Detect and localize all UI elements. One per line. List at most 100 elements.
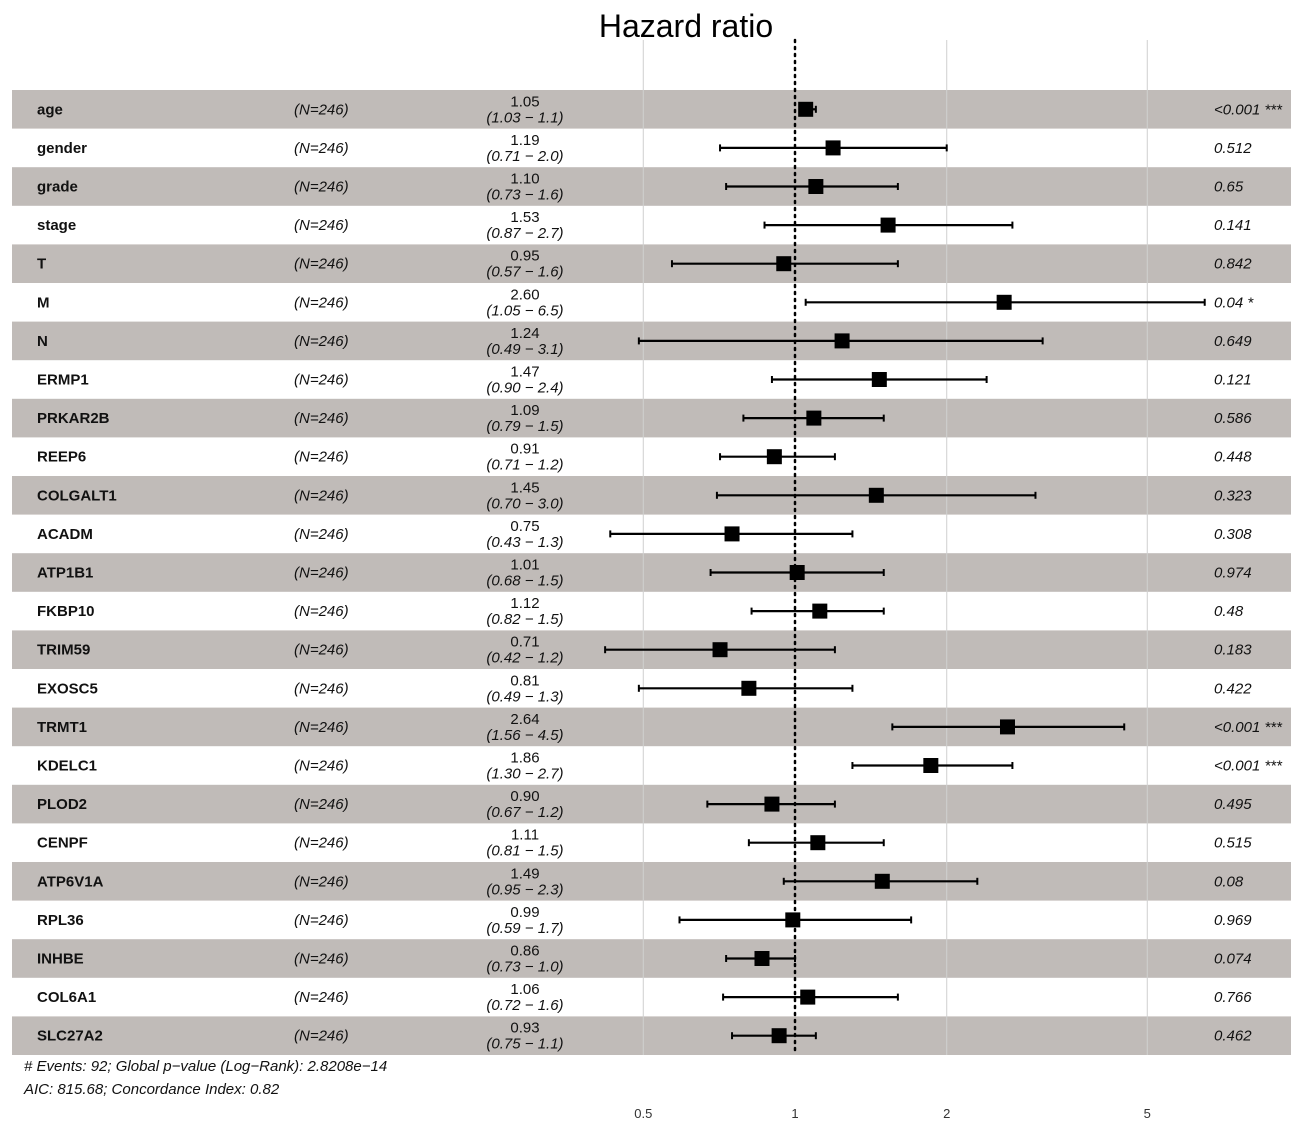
- row-stripe: [12, 939, 1291, 978]
- variable-label: CENPF: [37, 835, 88, 852]
- forest-row: PLOD2 (N=246) 0.90(0.67 − 1.2) 0.495: [37, 788, 1252, 821]
- p-value-label: 0.766: [1214, 989, 1252, 1006]
- p-value-label: 0.183: [1214, 642, 1252, 659]
- variable-label: INHBE: [37, 951, 84, 968]
- hr-marker: [923, 758, 939, 773]
- hr-value-label: 1.47: [510, 364, 539, 381]
- hr-marker: [766, 449, 782, 465]
- p-value-label: 0.65: [1214, 179, 1244, 196]
- p-value-label: 0.04 *: [1214, 294, 1254, 311]
- variable-label: TRIM59: [37, 642, 90, 659]
- forest-row: COLGALT1 (N=246) 1.45(0.70 − 3.0) 0.323: [37, 479, 1252, 512]
- n-label: (N=246): [294, 179, 349, 196]
- hr-value-label: 0.75: [510, 518, 539, 535]
- hr-value-label: 1.24: [510, 325, 539, 342]
- hr-marker: [871, 372, 887, 387]
- variable-label: RPL36: [37, 912, 84, 929]
- hr-marker: [764, 796, 780, 812]
- hr-value-label: 1.19: [510, 132, 539, 149]
- n-label: (N=246): [294, 603, 349, 620]
- ci-label: (0.71 − 1.2): [486, 457, 563, 474]
- forest-row: ATP6V1A (N=246) 1.49(0.95 − 2.3) 0.08: [37, 865, 1244, 898]
- hr-marker: [798, 101, 814, 117]
- hr-value-label: 1.10: [510, 171, 539, 188]
- ci-label: (1.56 − 4.5): [486, 727, 563, 744]
- hr-value-label: 1.53: [510, 209, 539, 226]
- forest-row: FKBP10 (N=246) 1.12(0.82 − 1.5) 0.48: [37, 595, 1244, 628]
- hr-value-label: 1.45: [510, 479, 539, 496]
- hr-value-label: 0.81: [510, 672, 539, 689]
- chart-title: Hazard ratio: [599, 8, 773, 44]
- ci-label: (0.71 − 2.0): [486, 148, 563, 165]
- p-value-label: 0.141: [1214, 217, 1252, 234]
- row-stripe: [12, 398, 1291, 438]
- variable-label: EXOSC5: [37, 680, 98, 697]
- variable-label: N: [37, 333, 48, 350]
- hr-value-label: 0.71: [510, 634, 539, 651]
- forest-row: ATP1B1 (N=246) 1.01(0.68 − 1.5) 0.974: [37, 557, 1252, 590]
- n-label: (N=246): [294, 101, 349, 118]
- hr-marker: [741, 680, 757, 696]
- n-label: (N=246): [294, 333, 349, 350]
- n-label: (N=246): [294, 487, 349, 504]
- ci-label: (0.70 − 3.0): [486, 495, 563, 512]
- p-value-label: 0.121: [1214, 372, 1252, 389]
- row-stripe: [12, 553, 1291, 592]
- hr-value-label: 2.64: [510, 711, 539, 728]
- hr-value-label: 0.93: [510, 1020, 539, 1037]
- hr-marker: [771, 1028, 787, 1044]
- p-value-label: 0.974: [1214, 565, 1252, 582]
- n-label: (N=246): [294, 680, 349, 697]
- ci-label: (0.57 − 1.6): [486, 264, 563, 281]
- variable-label: M: [37, 294, 50, 311]
- hr-marker: [834, 333, 850, 349]
- p-value-label: 0.448: [1214, 449, 1252, 466]
- ci-label: (0.67 − 1.2): [486, 804, 563, 821]
- hr-marker: [806, 410, 822, 426]
- p-value-label: <0.001 ***: [1214, 719, 1283, 736]
- variable-label: gender: [37, 140, 87, 157]
- n-label: (N=246): [294, 835, 349, 852]
- variable-label: ACADM: [37, 526, 93, 543]
- variable-label: SLC27A2: [37, 1028, 103, 1045]
- forest-row: RPL36 (N=246) 0.99(0.59 − 1.7) 0.969: [37, 904, 1252, 937]
- hr-value-label: 1.12: [510, 595, 539, 612]
- n-label: (N=246): [294, 912, 349, 929]
- forest-row: N (N=246) 1.24(0.49 − 3.1) 0.649: [37, 325, 1252, 358]
- hr-marker: [808, 179, 824, 194]
- hr-marker: [754, 951, 770, 966]
- hr-value-label: 1.11: [511, 827, 539, 844]
- hr-marker: [880, 217, 896, 233]
- hr-marker: [825, 140, 841, 156]
- ci-label: (0.73 − 1.0): [486, 959, 563, 976]
- forest-row: REEP6 (N=246) 0.91(0.71 − 1.2) 0.448: [37, 441, 1252, 474]
- forest-row: PRKAR2B (N=246) 1.09(0.79 − 1.5) 0.586: [37, 402, 1252, 435]
- ci-label: (0.82 − 1.5): [486, 611, 563, 628]
- footnote-events: # Events: 92; Global p−value (Log−Rank):…: [24, 1058, 387, 1075]
- forest-row: TRMT1 (N=246) 2.64(1.56 − 4.5) <0.001 ***: [37, 711, 1283, 744]
- hr-value-label: 1.01: [510, 557, 539, 574]
- n-label: (N=246): [294, 719, 349, 736]
- grid-lines: [642, 40, 1148, 1055]
- variable-label: T: [37, 256, 46, 273]
- hr-value-label: 0.86: [510, 943, 539, 960]
- n-label: (N=246): [294, 372, 349, 389]
- hr-marker: [800, 989, 816, 1005]
- hr-marker: [868, 487, 884, 503]
- n-label: (N=246): [294, 989, 349, 1006]
- n-label: (N=246): [294, 526, 349, 543]
- p-value-label: 0.512: [1214, 140, 1252, 157]
- p-value-label: 0.323: [1214, 487, 1252, 504]
- variable-label: PLOD2: [37, 796, 87, 813]
- hr-marker: [776, 256, 792, 272]
- row-stripe: [12, 862, 1291, 901]
- ci-label: (0.49 − 1.3): [486, 688, 563, 705]
- x-tick-label: 1: [791, 1106, 798, 1121]
- hr-value-label: 0.95: [510, 248, 539, 265]
- n-label: (N=246): [294, 217, 349, 234]
- row-stripe: [12, 167, 1291, 206]
- forest-row: COL6A1 (N=246) 1.06(0.72 − 1.6) 0.766: [37, 981, 1252, 1014]
- hr-value-label: 0.99: [510, 904, 539, 921]
- x-tick-label: 5: [1144, 1106, 1151, 1121]
- forest-row: grade (N=246) 1.10(0.73 − 1.6) 0.65: [37, 171, 1244, 204]
